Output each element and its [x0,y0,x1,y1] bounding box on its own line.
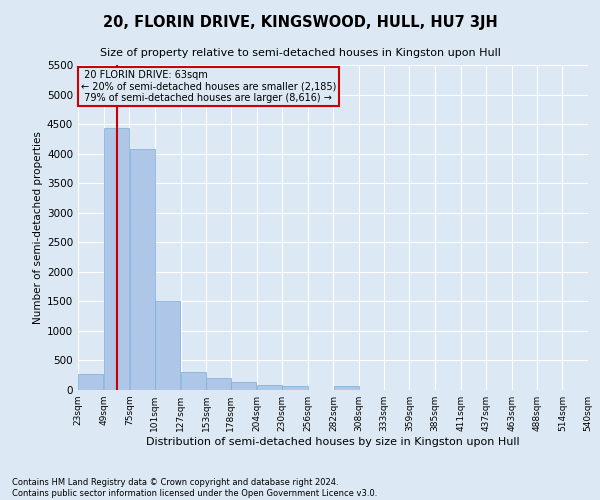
Y-axis label: Number of semi-detached properties: Number of semi-detached properties [33,131,43,324]
Bar [231,382,256,390]
Bar [104,128,129,390]
Bar [257,386,282,390]
Bar [283,386,308,390]
Bar [334,386,359,390]
Bar [78,374,103,390]
Bar [206,378,230,390]
X-axis label: Distribution of semi-detached houses by size in Kingston upon Hull: Distribution of semi-detached houses by … [146,437,520,447]
Text: 20 FLORIN DRIVE: 63sqm
← 20% of semi-detached houses are smaller (2,185)
 79% of: 20 FLORIN DRIVE: 63sqm ← 20% of semi-det… [80,70,336,103]
Text: Contains HM Land Registry data © Crown copyright and database right 2024.
Contai: Contains HM Land Registry data © Crown c… [12,478,377,498]
Text: 20, FLORIN DRIVE, KINGSWOOD, HULL, HU7 3JH: 20, FLORIN DRIVE, KINGSWOOD, HULL, HU7 3… [103,15,497,30]
Bar [155,301,181,390]
Bar [181,372,206,390]
Bar [130,149,155,390]
Text: Size of property relative to semi-detached houses in Kingston upon Hull: Size of property relative to semi-detach… [100,48,500,58]
